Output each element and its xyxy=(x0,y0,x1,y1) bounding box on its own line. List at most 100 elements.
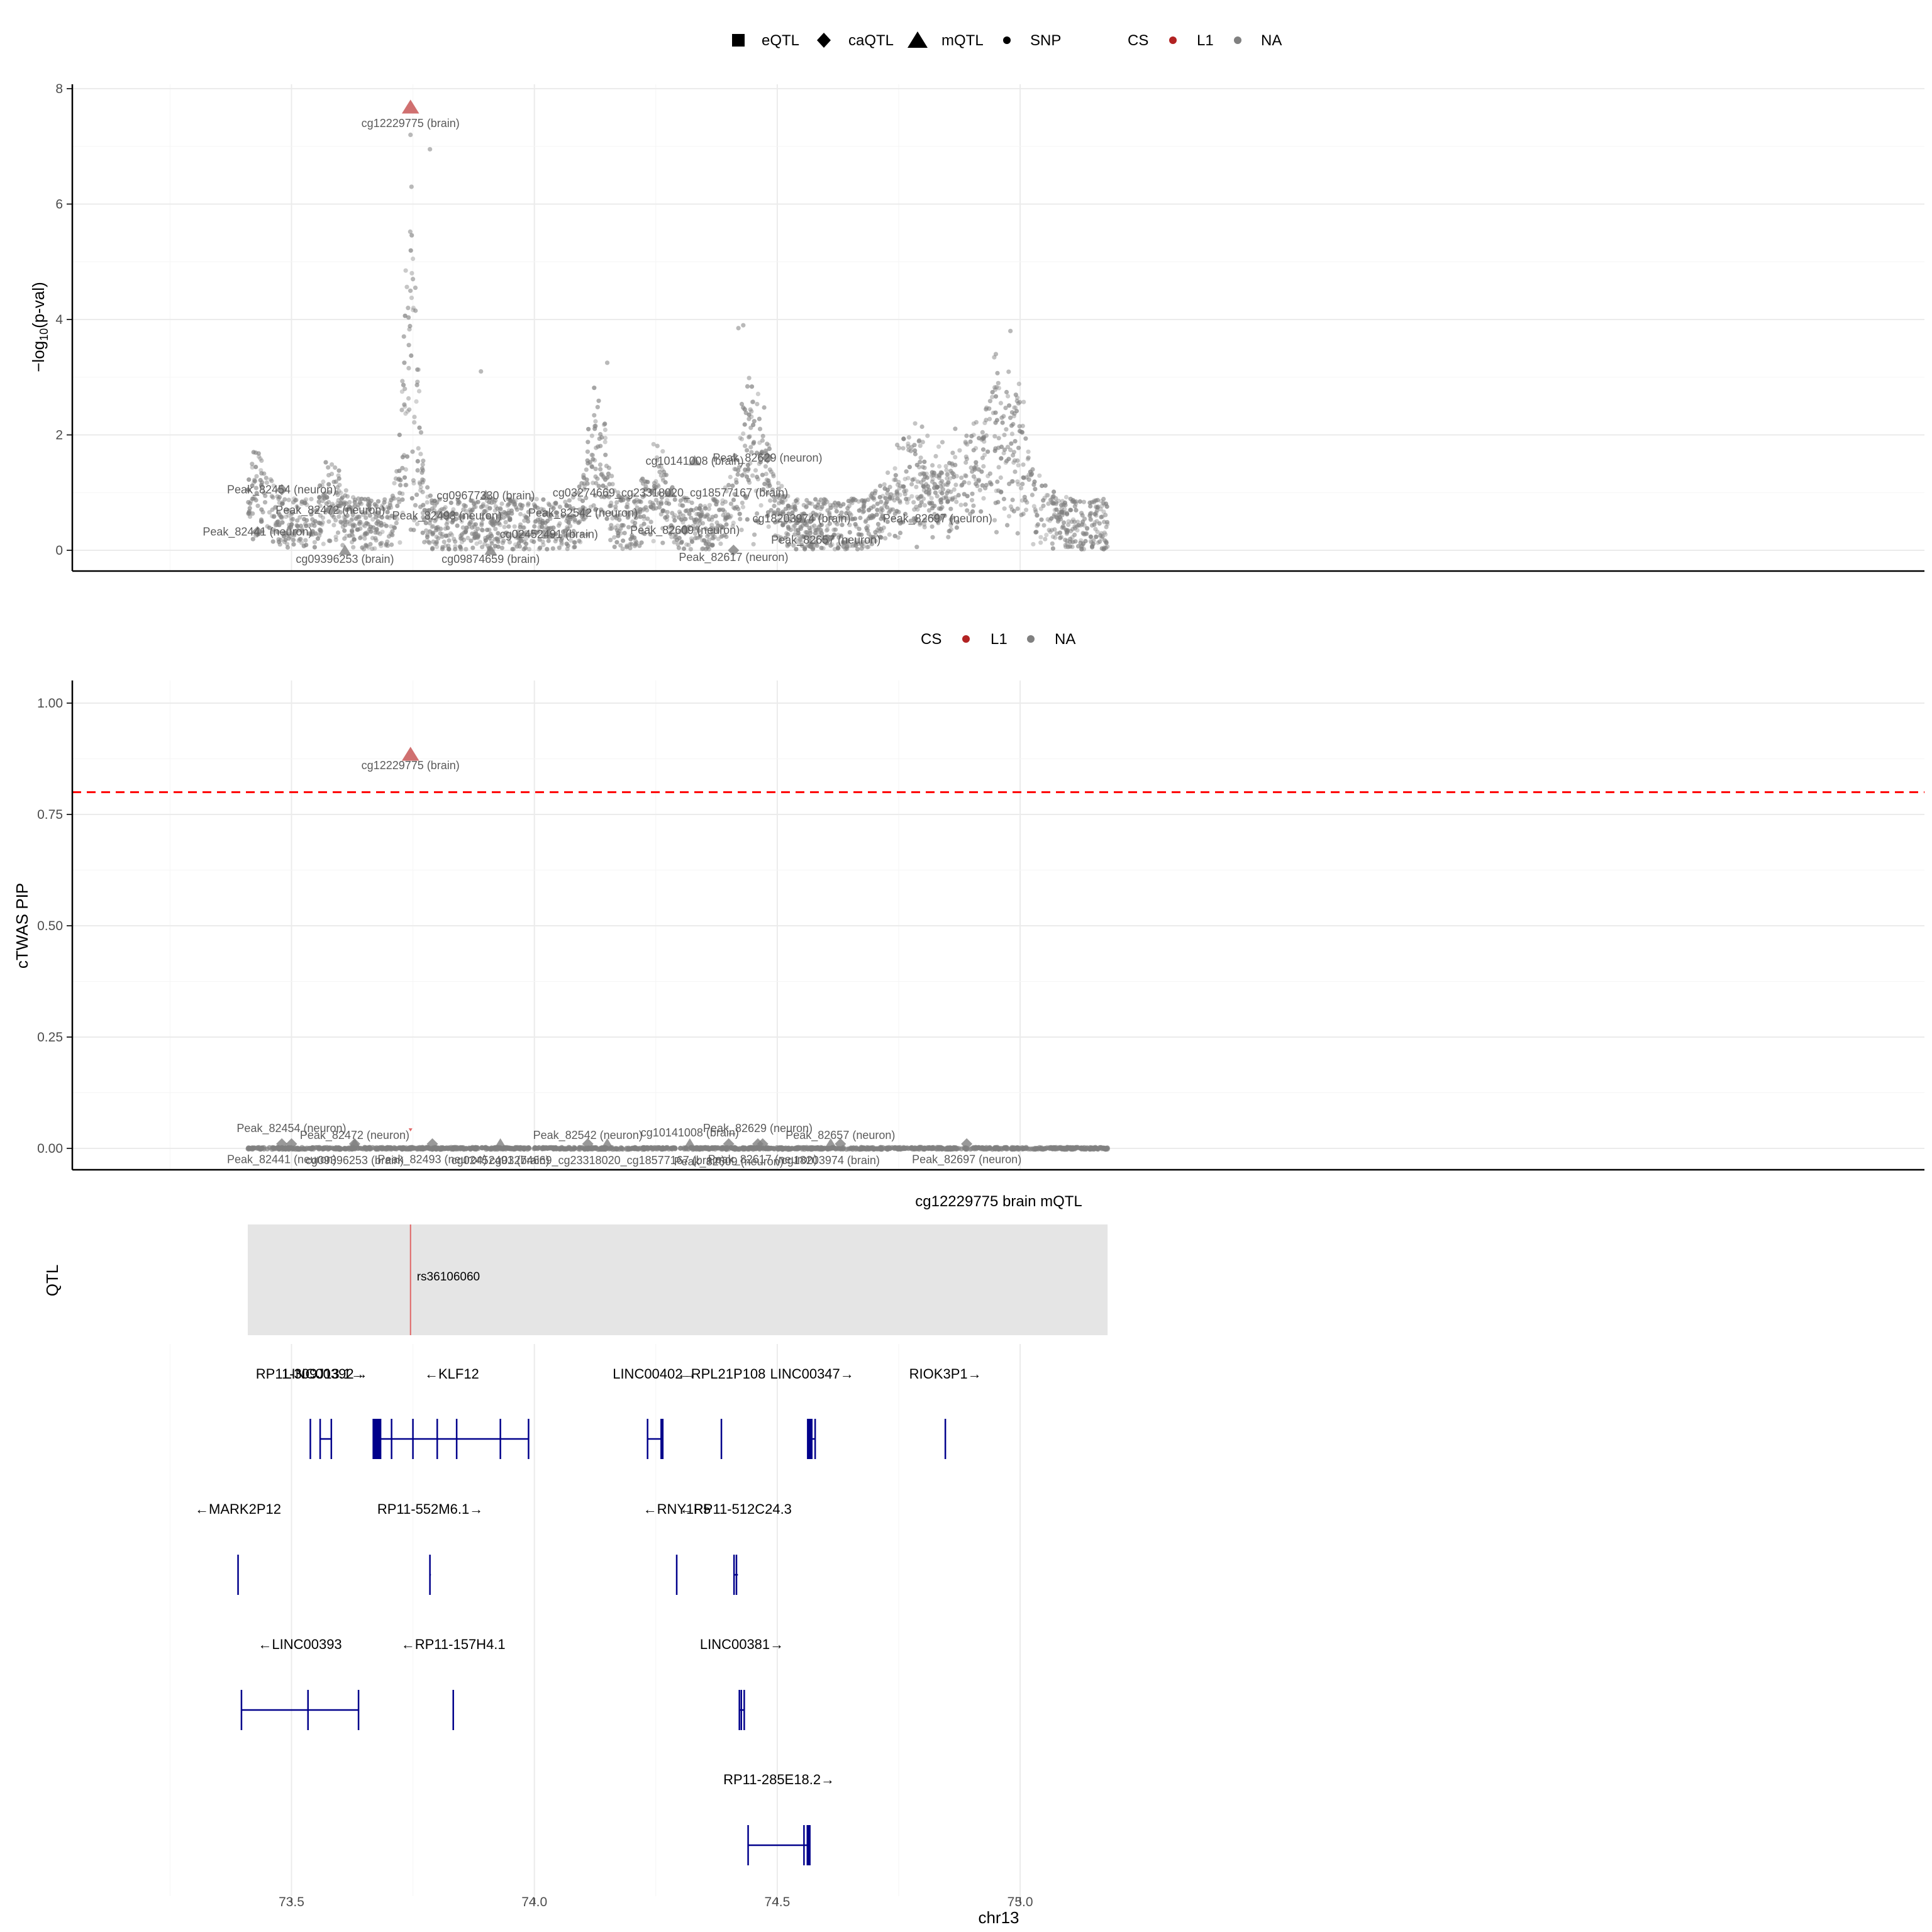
snp-point xyxy=(440,534,445,539)
snp-point xyxy=(588,504,594,509)
snp-point xyxy=(251,480,256,486)
snp-point xyxy=(945,472,950,477)
snp-point xyxy=(363,511,368,516)
snp-point xyxy=(904,469,909,474)
snp-point xyxy=(873,538,878,543)
snp-point xyxy=(318,503,323,508)
snp-point xyxy=(821,501,826,506)
snp-point xyxy=(287,525,292,530)
snp-point xyxy=(1020,423,1025,428)
snp-point xyxy=(259,483,264,488)
snp-point xyxy=(1069,519,1074,525)
gene: RP11-285E18.2→ xyxy=(723,1772,835,1865)
pip-point xyxy=(1065,1145,1070,1150)
point-label: Peak_82697 (neuron) xyxy=(883,513,992,526)
snp-point xyxy=(1045,493,1050,498)
pip-point xyxy=(1046,1145,1052,1151)
snp-point xyxy=(638,509,643,514)
snp-point xyxy=(869,493,874,498)
snp-point xyxy=(1023,497,1028,503)
snp-point xyxy=(479,527,485,533)
snp-point xyxy=(446,533,451,538)
snp-point xyxy=(589,433,594,438)
snp-point xyxy=(752,440,757,445)
snp-point xyxy=(1080,513,1085,518)
snp-point xyxy=(1030,492,1035,497)
snp-point xyxy=(839,516,844,521)
snp-point xyxy=(651,441,656,447)
pip-point xyxy=(653,1146,658,1152)
snp-point xyxy=(745,384,750,389)
snp-point xyxy=(414,399,419,404)
gene: RIOK3P1→ xyxy=(909,1366,982,1459)
snp-point xyxy=(687,511,692,516)
snp-point xyxy=(706,532,711,537)
snp-point xyxy=(571,492,576,497)
snp-point xyxy=(909,445,914,450)
snp-point xyxy=(1088,517,1093,523)
snp-point xyxy=(1102,519,1107,525)
snp-point xyxy=(1021,462,1026,467)
snp-point xyxy=(247,506,252,511)
snp-point xyxy=(743,410,748,416)
snp-point xyxy=(979,509,984,514)
p1-lead-mqtl-point xyxy=(401,99,419,114)
snp-point xyxy=(891,516,896,521)
gene-label: LINC00392→ xyxy=(284,1366,367,1382)
snp-point xyxy=(1094,510,1099,515)
snp-point xyxy=(596,444,601,449)
snp-point xyxy=(827,521,832,526)
snp-point xyxy=(854,524,859,529)
snp-point xyxy=(815,527,820,532)
snp-point xyxy=(601,475,606,480)
snp-point xyxy=(899,519,904,525)
snp-point xyxy=(267,525,272,530)
snp-point xyxy=(645,479,650,485)
snp-point xyxy=(1041,523,1046,528)
snp-point xyxy=(585,532,590,537)
snp-point xyxy=(672,535,678,540)
snp-point xyxy=(960,482,965,487)
snp-point xyxy=(482,541,487,547)
snp-point xyxy=(710,542,715,547)
snp-point xyxy=(671,514,676,519)
snp-point xyxy=(730,523,735,529)
top-legend: eQTL caQTL mQTL SNP CS L1 NA xyxy=(732,31,1282,49)
snp-point xyxy=(745,469,750,474)
snp-point xyxy=(985,474,991,479)
pip-point xyxy=(951,1145,957,1150)
snp-point xyxy=(1043,536,1048,541)
snp-point xyxy=(379,520,384,526)
snp-point xyxy=(326,482,331,487)
snp-point xyxy=(928,514,933,519)
snp-point xyxy=(412,414,417,419)
qtl-marker xyxy=(276,1138,288,1150)
snp-point xyxy=(413,285,418,291)
snp-point xyxy=(489,533,494,538)
snp-point xyxy=(301,543,306,548)
snp-point xyxy=(1051,494,1056,499)
snp-point xyxy=(375,530,380,535)
snp-point xyxy=(866,516,871,521)
point-label: Peak_82657 (neuron) xyxy=(771,533,880,547)
snp-point xyxy=(361,547,367,552)
snp-point xyxy=(340,525,345,530)
snp-point xyxy=(703,526,708,531)
snp-point xyxy=(828,543,833,548)
snp-point xyxy=(343,488,348,493)
snp-point xyxy=(741,323,746,328)
snp-point xyxy=(722,533,727,538)
snp-point xyxy=(371,525,376,530)
snp-point xyxy=(613,525,618,530)
snp-point xyxy=(953,455,958,460)
snp-point xyxy=(625,505,630,510)
snp-point xyxy=(1074,508,1079,513)
snp-point xyxy=(753,468,758,473)
snp-point xyxy=(593,423,598,429)
snp-point xyxy=(338,510,343,515)
snp-point xyxy=(1089,511,1094,516)
snp-point xyxy=(720,501,725,506)
snp-point xyxy=(253,486,258,491)
snp-point xyxy=(741,471,747,476)
snp-point xyxy=(408,248,413,253)
